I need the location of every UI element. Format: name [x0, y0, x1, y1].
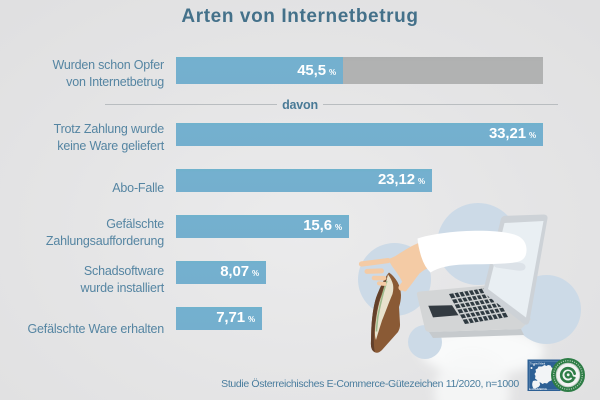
svg-text:Trusted Mark: Trusted Mark	[530, 361, 546, 365]
svg-text:E-COMMERCE: E-COMMERCE	[529, 387, 547, 391]
